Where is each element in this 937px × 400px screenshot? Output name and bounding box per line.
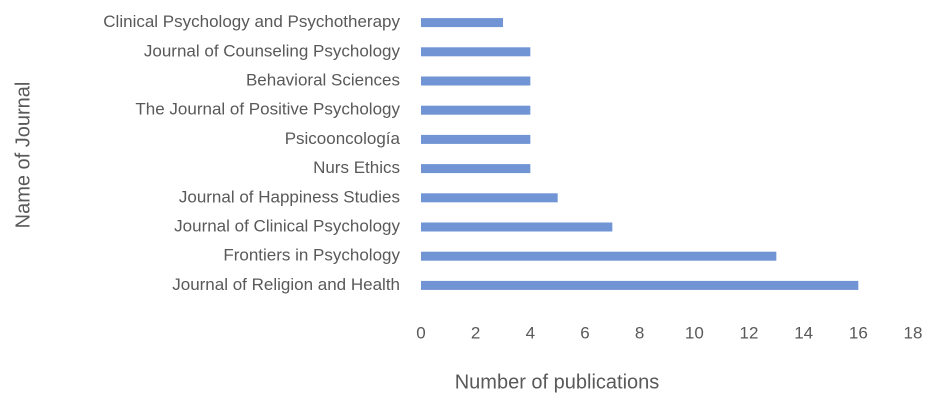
bar (421, 134, 531, 144)
y-axis-title: Name of Journal (12, 82, 34, 229)
x-tick-label: 4 (526, 323, 535, 342)
x-tick-label: 2 (471, 323, 480, 342)
bar (421, 280, 859, 290)
bar (421, 18, 503, 28)
x-tick-label: 18 (904, 323, 923, 342)
y-tick-label: Psicooncología (285, 129, 401, 148)
x-tick-label: 16 (849, 323, 868, 342)
bar (421, 251, 777, 261)
x-axis-title: Number of publications (455, 371, 660, 393)
bar (421, 47, 531, 57)
x-tick-label: 14 (794, 323, 813, 342)
bar (421, 76, 531, 86)
bar (421, 222, 613, 232)
y-tick-label: Nurs Ethics (313, 158, 400, 177)
y-tick-label: Frontiers in Psychology (223, 246, 400, 265)
bar (421, 193, 558, 203)
bar (421, 105, 531, 115)
x-tick-label: 12 (740, 323, 759, 342)
x-tick-label: 10 (685, 323, 704, 342)
y-tick-label: Behavioral Sciences (246, 70, 400, 89)
y-tick-label: Journal of Happiness Studies (179, 187, 400, 206)
y-tick-label: Journal of Counseling Psychology (144, 41, 401, 60)
y-tick-label: Clinical Psychology and Psychotherapy (103, 12, 400, 31)
x-tick-label: 8 (635, 323, 644, 342)
y-tick-label: The Journal of Positive Psychology (135, 100, 400, 119)
x-tick-label: 0 (416, 323, 425, 342)
y-tick-label: Journal of Clinical Psychology (174, 216, 400, 235)
bar (421, 164, 531, 174)
y-tick-label: Journal of Religion and Health (172, 275, 400, 294)
x-tick-label: 6 (580, 323, 589, 342)
